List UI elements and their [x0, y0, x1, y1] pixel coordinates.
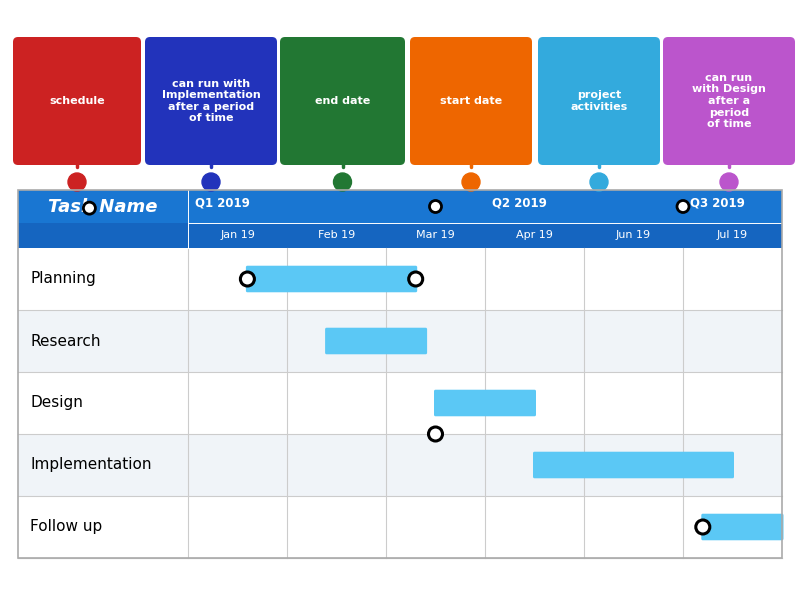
Circle shape [337, 176, 349, 188]
Circle shape [677, 200, 689, 212]
Text: end date: end date [315, 96, 370, 106]
Bar [18, 496, 782, 558]
Text: Task Name: Task Name [48, 197, 158, 215]
Text: can run
with Design
after a
period
of time: can run with Design after a period of ti… [692, 73, 766, 129]
Text: Implementation: Implementation [30, 457, 151, 473]
Circle shape [205, 176, 217, 188]
Text: Jul 19: Jul 19 [717, 230, 748, 241]
Bar [18, 248, 782, 310]
FancyBboxPatch shape [280, 37, 405, 165]
Text: Q2 2019: Q2 2019 [492, 196, 547, 209]
Text: Q1 2019: Q1 2019 [195, 196, 250, 209]
Circle shape [723, 176, 735, 188]
FancyBboxPatch shape [13, 37, 141, 165]
Text: Planning: Planning [30, 271, 96, 286]
Circle shape [720, 173, 738, 191]
Text: Q3 2019: Q3 2019 [690, 196, 745, 209]
Text: Jan 19: Jan 19 [220, 230, 255, 241]
FancyBboxPatch shape [410, 37, 532, 165]
Circle shape [83, 202, 95, 214]
Circle shape [590, 173, 608, 191]
Bar [18, 310, 782, 372]
FancyBboxPatch shape [663, 37, 795, 165]
Circle shape [430, 200, 442, 212]
Text: Research: Research [30, 334, 101, 349]
Bar [18, 434, 782, 496]
Circle shape [696, 520, 710, 534]
Text: Follow up: Follow up [30, 520, 102, 535]
Bar [18, 190, 782, 223]
Text: Apr 19: Apr 19 [516, 230, 553, 241]
Circle shape [593, 176, 605, 188]
FancyBboxPatch shape [538, 37, 660, 165]
FancyBboxPatch shape [434, 390, 536, 416]
Circle shape [409, 272, 422, 286]
FancyBboxPatch shape [325, 328, 427, 354]
Circle shape [202, 173, 220, 191]
Text: Jun 19: Jun 19 [616, 230, 651, 241]
Circle shape [71, 176, 83, 188]
Bar [18, 372, 782, 434]
Circle shape [465, 176, 477, 188]
FancyBboxPatch shape [145, 37, 277, 165]
Circle shape [429, 427, 442, 441]
Text: Feb 19: Feb 19 [318, 230, 355, 241]
Text: Mar 19: Mar 19 [416, 230, 455, 241]
Text: can run with
Implementation
after a period
of time: can run with Implementation after a peri… [162, 79, 260, 124]
FancyBboxPatch shape [246, 266, 418, 292]
FancyBboxPatch shape [533, 452, 734, 478]
FancyBboxPatch shape [702, 514, 783, 540]
Bar [18, 223, 782, 248]
Text: project
activities: project activities [570, 90, 628, 112]
Circle shape [68, 173, 86, 191]
Text: Design: Design [30, 395, 83, 410]
Text: schedule: schedule [49, 96, 105, 106]
Bar [18, 190, 782, 558]
Text: start date: start date [440, 96, 502, 106]
Circle shape [462, 173, 480, 191]
Circle shape [240, 272, 254, 286]
Circle shape [334, 173, 351, 191]
